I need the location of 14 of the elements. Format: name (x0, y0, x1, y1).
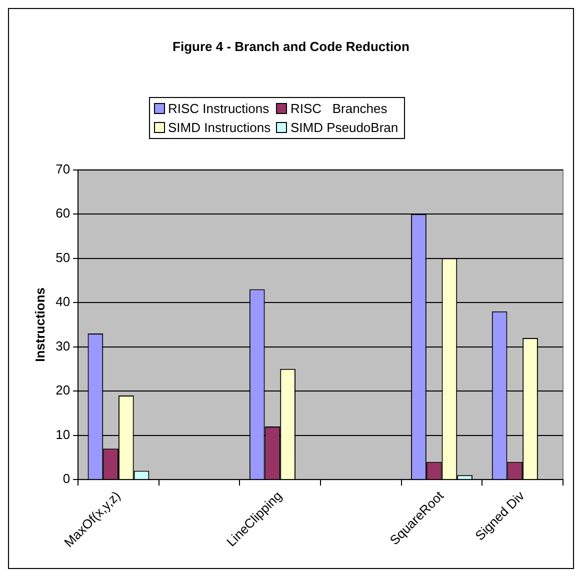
y-tick-label: 10 (56, 426, 70, 442)
legend-label: SIMD Instructions (168, 120, 271, 135)
y-tick-label: 50 (56, 250, 70, 265)
legend-label: SIMD PseudoBran (290, 120, 398, 135)
y-tick-label: 40 (56, 294, 70, 310)
y-tick-label: 0 (62, 471, 70, 486)
legend-label: RISC Instructions (168, 101, 270, 116)
legend-label: RISC Branches (290, 101, 388, 116)
y-tick-label: 60 (56, 206, 70, 221)
y-tick-label: 20 (56, 382, 70, 398)
y-axis-title: Instructions (32, 287, 48, 362)
y-tick-label: 30 (56, 338, 70, 354)
chart-title: Figure 4 - Branch and Code Reduction (172, 39, 410, 54)
y-tick-label: 70 (56, 161, 70, 176)
